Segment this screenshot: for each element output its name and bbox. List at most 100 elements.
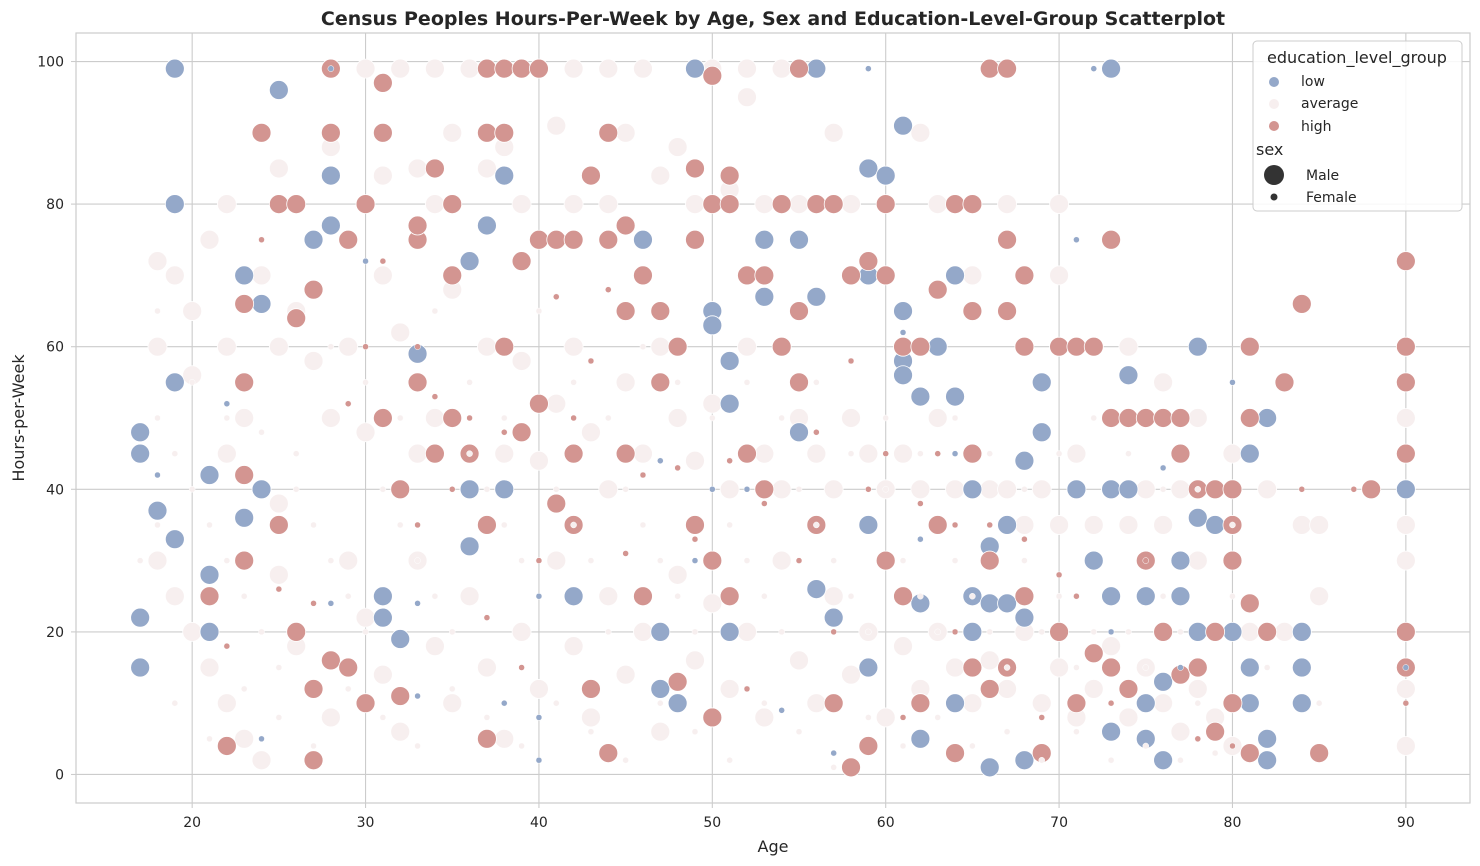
point-high-female: [882, 450, 889, 457]
point-low-female: [535, 714, 543, 721]
point-high-male: [234, 465, 255, 485]
x-tick-label: 80: [1224, 815, 1242, 831]
point-average-male: [407, 158, 428, 179]
point-low-male: [997, 593, 1017, 614]
point-high-male: [511, 422, 532, 443]
point-average-male: [425, 408, 445, 428]
point-low-female: [865, 65, 872, 72]
point-average-male: [702, 393, 723, 414]
point-high-female: [1055, 571, 1063, 579]
point-average-male: [1135, 479, 1156, 500]
point-high-male: [372, 73, 393, 93]
point-high-male: [1014, 265, 1035, 286]
point-average-female: [726, 521, 733, 529]
point-low-male: [806, 286, 827, 307]
point-high-male: [893, 586, 913, 607]
point-average-male: [1083, 515, 1104, 535]
point-low-male: [1239, 657, 1260, 678]
point-average-female: [1055, 592, 1063, 600]
point-average-female: [1315, 699, 1323, 707]
point-low-female: [1159, 464, 1167, 472]
point-average-female: [813, 521, 820, 529]
point-average-male: [338, 550, 359, 571]
point-high-male: [1014, 586, 1035, 607]
legend-size-title: sex: [1256, 140, 1283, 159]
point-high-female: [535, 557, 543, 564]
point-high-male: [927, 279, 948, 300]
point-low-male: [1031, 372, 1052, 393]
point-low-male: [1222, 621, 1243, 642]
point-high-female: [899, 714, 907, 721]
point-low-male: [1101, 721, 1121, 742]
point-average-female: [171, 699, 179, 707]
point-high-female: [743, 685, 751, 693]
point-high-male: [320, 650, 341, 671]
point-average-male: [268, 336, 289, 357]
point-low-male: [459, 251, 480, 272]
y-tick-label: 100: [37, 55, 64, 71]
point-low-male: [962, 621, 983, 642]
point-average-male: [581, 422, 601, 443]
point-high-male: [1205, 479, 1226, 500]
point-high-male: [598, 743, 619, 763]
point-high-male: [858, 251, 879, 272]
point-high-male: [1118, 408, 1139, 428]
point-low-female: [917, 535, 924, 543]
point-low-male: [754, 286, 775, 307]
point-high-male: [320, 122, 341, 143]
point-low-male: [1031, 422, 1052, 443]
point-high-male: [1049, 621, 1069, 642]
point-average-male: [477, 657, 497, 678]
point-low-male: [251, 479, 272, 500]
point-high-male: [789, 58, 809, 79]
point-average-female: [743, 379, 751, 386]
point-low-male: [1239, 443, 1260, 464]
point-low-male: [806, 579, 827, 600]
point-high-male: [1395, 621, 1416, 642]
point-high-male: [719, 194, 740, 215]
point-high-male: [286, 194, 307, 215]
point-average-male: [477, 158, 497, 179]
point-average-male: [667, 564, 688, 585]
point-average-male: [511, 621, 532, 642]
point-low-male: [459, 479, 480, 500]
point-average-male: [320, 707, 341, 728]
plot-background: [76, 33, 1470, 803]
point-average-female: [986, 628, 993, 636]
point-low-male: [910, 386, 931, 407]
point-average-female: [501, 521, 508, 529]
y-tick-label: 60: [46, 340, 64, 356]
point-average-male: [719, 679, 740, 699]
point-high-female: [1194, 735, 1202, 743]
point-average-female: [899, 742, 907, 750]
point-low-female: [1229, 379, 1236, 386]
point-average-female: [483, 486, 491, 493]
point-high-male: [1361, 479, 1382, 500]
point-average-male: [1222, 443, 1243, 464]
point-high-male: [702, 194, 723, 215]
point-high-male: [702, 550, 723, 571]
point-average-male: [355, 607, 376, 628]
point-high-female: [934, 450, 941, 457]
point-average-male: [355, 58, 376, 79]
point-average-male: [563, 58, 584, 79]
point-average-male: [1395, 550, 1416, 571]
point-high-female: [639, 471, 647, 479]
point-average-female: [605, 414, 612, 422]
point-high-male: [771, 336, 792, 357]
point-average-male: [598, 479, 619, 500]
point-average-female: [553, 699, 560, 707]
point-average-male: [650, 165, 671, 186]
point-average-male: [685, 194, 705, 215]
point-low-male: [1014, 750, 1035, 771]
point-low-male: [303, 229, 324, 250]
point-low-male: [789, 229, 809, 250]
point-average-male: [789, 194, 809, 215]
point-low-female: [657, 457, 664, 465]
point-average-female: [535, 307, 543, 315]
legend-box: [1252, 40, 1463, 212]
point-average-male: [702, 593, 723, 614]
point-high-male: [425, 158, 445, 179]
point-low-male: [372, 607, 393, 628]
point-average-female: [917, 592, 924, 600]
